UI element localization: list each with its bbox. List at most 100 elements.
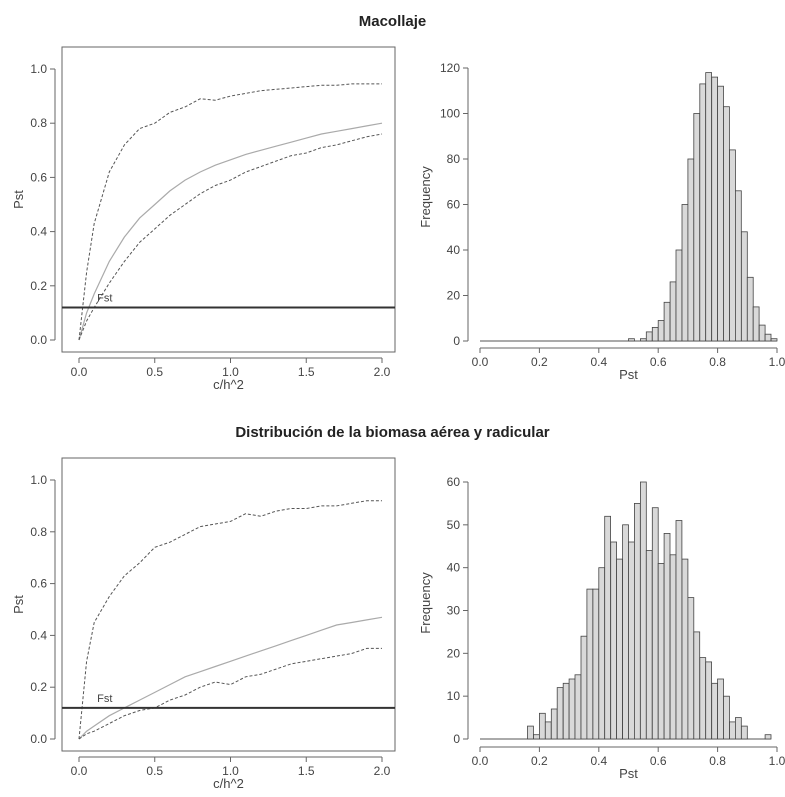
histogram-bar [610,541,618,740]
x-tick-label: 1.0 [222,365,239,379]
y-axis-title: Pst [11,190,26,209]
histogram-bar [634,502,641,740]
histogram-bar [669,554,677,740]
histogram-bar [568,678,576,740]
x-tick-label: 2.0 [374,365,391,379]
x-tick-label: 0.4 [590,754,607,768]
y-axis-title: Frequency [418,166,433,228]
histogram-bar [687,597,695,740]
histogram-bar [758,324,766,342]
y-tick-label: 0.4 [30,628,47,642]
y-tick-label: 40 [447,561,461,575]
pst-ci-line-1 [78,83,382,341]
histogram-bar [616,558,623,740]
y-tick-label: 30 [447,604,461,618]
histogram-bar [544,721,552,740]
histogram-bar [651,507,659,740]
histogram-bar [764,333,772,342]
histogram-bar [705,661,713,740]
y-tick-label: 0.2 [30,279,47,293]
y-tick-label: 1.0 [30,473,47,487]
x-tick-label: 1.5 [298,365,315,379]
x-tick-label: 0.0 [472,754,489,768]
histogram-bar [556,687,564,740]
histogram-bar [598,567,606,740]
x-tick-label: 0.8 [709,355,726,369]
y-tick-label: 0.4 [30,225,47,239]
plot-frame [61,457,396,752]
histogram-bar [663,533,671,740]
x-tick-label: 0.8 [709,754,726,768]
histogram-bar [539,712,546,740]
x-tick-label: 0.0 [71,365,88,379]
histogram-bar [628,541,635,740]
y-tick-label: 50 [447,518,461,532]
x-axis-title: c/h^2 [213,377,244,392]
y-tick-label: 0.8 [30,525,47,539]
y-tick-label: 10 [447,689,461,703]
histogram-bar [711,682,719,740]
y-tick-label: 40 [447,243,461,257]
x-tick-label: 0.5 [146,365,163,379]
histogram-bar [622,524,629,740]
x-tick-label: 0.0 [71,764,88,778]
y-tick-label: 1.0 [30,62,47,76]
x-tick-label: 0.2 [531,355,548,369]
x-tick-label: 2.0 [374,764,391,778]
pst-ci-line-2 [78,133,383,341]
y-tick-label: 60 [447,475,461,489]
y-tick-label: 0.6 [30,170,47,184]
y-axis-title: Pst [11,595,26,614]
y-tick-label: 60 [447,198,461,212]
histogram-bar [550,708,558,740]
section-title-macollaje: Macollaje [358,13,427,30]
y-tick-label: 80 [447,152,461,166]
histogram-bar [657,563,665,740]
pst-median-line [78,122,383,341]
histogram-bar [693,631,701,740]
histogram-bar [717,678,724,740]
y-tick-label: 0 [453,334,460,348]
histogram-bar [752,306,760,342]
pst-ci-line-1 [78,500,382,740]
histogram-bar [533,734,540,740]
histogram-bar [645,550,653,740]
histogram-bar [681,558,689,740]
x-axis-title: c/h^2 [213,776,244,791]
y-axis-title: Frequency [418,572,433,634]
fst-label: Fst [97,292,112,304]
x-tick-label: 1.0 [222,764,239,778]
histogram-bar [741,725,748,740]
pst-ci-line-2 [78,647,382,740]
histogram-bar [675,520,683,740]
y-tick-label: 20 [447,289,461,303]
y-tick-label: 20 [447,646,461,660]
y-tick-label: 100 [440,107,460,121]
x-tick-label: 1.0 [769,355,785,369]
histogram-bar [735,717,742,740]
histogram-bar [723,695,730,740]
section-title-biomasa: Distribución de la biomasa aérea y radic… [235,424,550,441]
histogram-bar [640,481,647,740]
histogram-bar [562,682,570,740]
x-tick-label: 0.6 [650,355,667,369]
x-tick-label: 1.5 [298,764,315,778]
x-tick-label: 0.5 [146,764,163,778]
x-axis-title: Pst [619,766,638,781]
histogram-bar [586,588,594,740]
y-tick-label: 0.8 [30,116,47,130]
x-tick-label: 1.0 [769,754,785,768]
x-axis-title: Pst [619,367,638,382]
x-tick-label: 0.2 [531,754,548,768]
histogram-bar [580,635,588,740]
y-tick-label: 120 [440,61,460,75]
x-tick-label: 0.0 [472,355,489,369]
histogram-bar [592,588,600,740]
plot-frame [61,46,396,353]
histogram-bar [770,338,778,342]
histogram-bar [527,725,534,740]
histogram-bar [699,657,707,740]
